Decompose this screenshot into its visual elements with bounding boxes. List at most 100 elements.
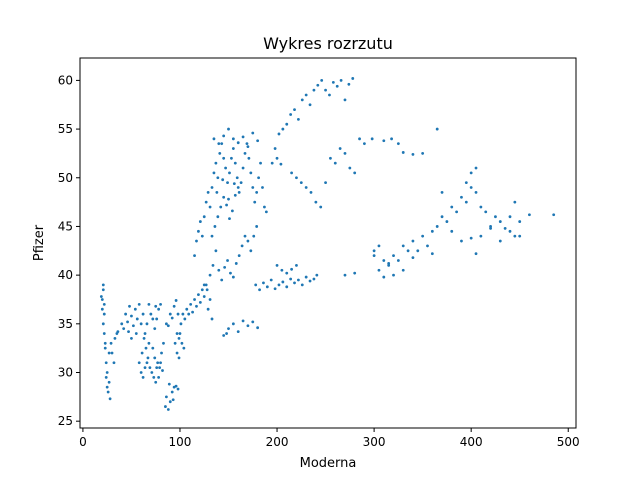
data-point [450,229,454,233]
data-point [279,162,283,166]
data-point [314,200,318,204]
data-point [234,262,238,265]
data-point [382,259,386,262]
data-point [189,302,193,306]
data-point [249,249,253,253]
data-point [252,234,256,238]
y-tick-label: 45 [58,219,73,233]
data-point [147,302,151,306]
data-point [235,176,239,180]
data-point [335,84,339,88]
data-point [552,213,556,217]
data-point [140,351,144,355]
data-points [99,77,556,411]
data-point [324,181,327,185]
data-point [214,249,218,253]
data-point [216,176,220,180]
data-point [179,322,183,326]
data-point [130,337,133,340]
data-point [233,161,237,165]
data-point [220,278,224,282]
data-point [124,312,128,316]
data-point [293,281,296,285]
plot-area [79,57,577,429]
data-point [489,226,492,230]
y-tick-label: 50 [58,171,73,185]
data-point [469,186,473,189]
data-point [304,275,308,279]
data-point [382,139,386,143]
data-point [217,142,221,146]
data-point [262,281,265,285]
data-point [120,322,124,326]
data-point [228,171,231,175]
data-point [157,307,161,311]
data-point [157,375,161,379]
data-point [102,332,106,335]
data-point [264,210,268,214]
data-point [289,277,293,281]
data-point [107,380,111,384]
data-point [518,220,522,223]
y-tick-label: 55 [58,122,73,136]
data-point [353,271,357,275]
data-point [231,275,235,279]
data-point [142,337,146,340]
data-point [528,213,531,217]
data-point [133,307,137,311]
data-point [251,131,255,135]
data-point [304,186,308,189]
data-point [277,283,281,287]
data-point [445,220,449,223]
data-point [227,327,230,331]
data-point [214,161,218,165]
data-point [195,304,198,308]
data-point [131,324,135,328]
data-point [233,193,237,197]
data-point [198,300,202,304]
data-point [145,361,149,365]
data-point [104,361,108,365]
data-point [222,156,226,160]
data-point [237,190,241,194]
data-point [328,93,331,97]
data-point [315,273,319,277]
data-point [401,151,405,154]
data-point [177,337,181,340]
data-point [151,317,155,321]
data-point [230,156,233,160]
data-point [295,176,298,180]
data-point [221,178,225,182]
data-point [226,181,229,185]
data-point [312,277,316,281]
data-point [202,283,206,287]
data-point [353,171,357,175]
data-point [401,268,405,272]
data-point [270,161,274,165]
data-point [297,278,300,282]
data-point [143,366,147,370]
data-point [312,88,316,92]
data-point [387,262,391,265]
data-point [289,113,293,116]
data-point [100,307,104,311]
data-point [176,312,180,316]
data-point [338,147,342,150]
data-point [155,317,159,321]
data-point [166,324,170,328]
x-tick-label: 200 [266,435,289,449]
data-point [126,320,129,324]
data-point [101,288,105,292]
data-point [304,93,308,97]
data-point [226,259,229,262]
data-point [297,117,300,121]
data-point [309,190,313,194]
data-point [273,147,277,150]
data-point [392,254,395,258]
data-point [293,108,296,112]
x-axis-label: Moderna [300,456,357,471]
data-point [464,200,468,204]
data-point [440,215,444,219]
data-point [469,236,473,240]
